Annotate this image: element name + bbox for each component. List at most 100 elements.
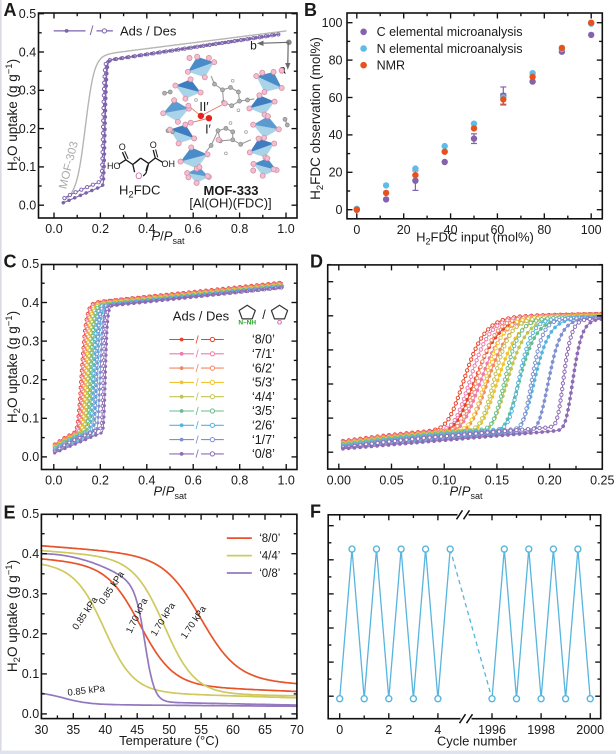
svg-text:20: 20 [397, 223, 411, 237]
svg-text:‘1/7’: ‘1/7’ [252, 433, 275, 447]
svg-text:1.0: 1.0 [278, 474, 295, 488]
svg-text:O: O [119, 142, 126, 152]
svg-text:0.0: 0.0 [45, 222, 62, 236]
svg-text:/: / [196, 406, 200, 418]
svg-text:MOF-333: MOF-333 [204, 183, 259, 198]
svg-text:C: C [4, 252, 17, 272]
svg-text:N–NH: N–NH [238, 319, 256, 326]
svg-text:1998: 1998 [527, 723, 555, 737]
svg-text:35: 35 [66, 723, 80, 737]
svg-text:/: / [262, 308, 266, 322]
svg-text:‘3/5’: ‘3/5’ [252, 404, 275, 418]
svg-text:E: E [4, 503, 16, 523]
svg-text:0: 0 [353, 223, 360, 237]
svg-text:0.1: 0.1 [22, 667, 39, 681]
svg-text:0.8: 0.8 [231, 222, 248, 236]
svg-text:Cycle number: Cycle number [437, 734, 518, 749]
svg-text:40: 40 [98, 723, 112, 737]
svg-text:0.0: 0.0 [19, 199, 36, 213]
svg-text:‘5/3’: ‘5/3’ [252, 376, 275, 390]
svg-text:60: 60 [490, 223, 504, 237]
svg-text:0.20: 0.20 [537, 473, 561, 487]
svg-text:0.3: 0.3 [22, 587, 39, 601]
svg-text:H2FDC input (mol%): H2FDC input (mol%) [416, 230, 534, 247]
svg-text:O: O [277, 319, 282, 326]
svg-text:55: 55 [194, 723, 208, 737]
svg-text:A: A [4, 0, 17, 20]
svg-text:0.6: 0.6 [185, 474, 202, 488]
svg-text:O: O [135, 171, 142, 181]
svg-text:0.2: 0.2 [19, 122, 36, 136]
svg-text:20: 20 [329, 166, 343, 180]
svg-text:Temperature (°C): Temperature (°C) [119, 733, 219, 748]
svg-text:I′: I′ [205, 123, 211, 137]
svg-text:0.0: 0.0 [22, 450, 39, 464]
svg-text:0.2: 0.2 [22, 627, 39, 641]
svg-text:D: D [310, 252, 323, 272]
svg-text:Ads / Des: Ads / Des [120, 23, 177, 38]
svg-text:65: 65 [258, 723, 272, 737]
svg-text:‘4/4’: ‘4/4’ [259, 551, 280, 563]
svg-text:0: 0 [336, 723, 343, 737]
svg-text:/: / [196, 334, 200, 346]
svg-text:0.4: 0.4 [22, 296, 39, 310]
svg-text:0.5: 0.5 [19, 7, 36, 21]
svg-text:0.25: 0.25 [590, 473, 614, 487]
svg-text:0.05: 0.05 [379, 473, 403, 487]
svg-text:b: b [250, 39, 257, 53]
svg-text:0.0: 0.0 [22, 707, 39, 721]
svg-text:0.10: 0.10 [432, 473, 456, 487]
svg-text:H2O uptake (g g−1): H2O uptake (g g−1) [4, 311, 23, 423]
svg-text:‘6/2’: ‘6/2’ [252, 361, 275, 375]
svg-text:/: / [196, 349, 200, 361]
svg-text:Ads / Des: Ads / Des [173, 309, 230, 324]
svg-text:100: 100 [581, 223, 602, 237]
svg-text:40: 40 [444, 223, 458, 237]
svg-text:OH: OH [162, 159, 176, 169]
svg-text:2: 2 [385, 723, 392, 737]
svg-text:0.4: 0.4 [138, 474, 155, 488]
svg-text:[Al(OH)(FDC)]: [Al(OH)(FDC)] [189, 196, 271, 211]
svg-text:/: / [196, 363, 200, 375]
svg-text:0.3: 0.3 [19, 84, 36, 98]
svg-text:‘4/4’: ‘4/4’ [252, 390, 275, 404]
svg-text:0.2: 0.2 [92, 222, 109, 236]
svg-text:45: 45 [130, 723, 144, 737]
svg-text:1.0: 1.0 [277, 222, 294, 236]
svg-text:0.2: 0.2 [22, 373, 39, 387]
svg-text:F: F [310, 502, 321, 522]
svg-text:0.5: 0.5 [22, 257, 39, 271]
svg-text:0.3: 0.3 [22, 334, 39, 348]
svg-text:0.1: 0.1 [22, 412, 39, 426]
svg-text:0.4: 0.4 [22, 547, 39, 561]
svg-text:‘8/0’: ‘8/0’ [252, 333, 275, 347]
svg-text:0.00: 0.00 [327, 473, 351, 487]
svg-text:60: 60 [329, 91, 343, 105]
svg-text:0.8: 0.8 [231, 474, 248, 488]
svg-text:100: 100 [322, 16, 343, 30]
svg-text:/: / [90, 23, 94, 38]
svg-text:0.4: 0.4 [138, 222, 155, 236]
svg-text:40: 40 [329, 128, 343, 142]
svg-text:H2O uptake (g g−1): H2O uptake (g g−1) [4, 560, 23, 672]
svg-text:0.5: 0.5 [22, 507, 39, 521]
svg-text:0.2: 0.2 [92, 474, 109, 488]
svg-text:H2FDC observation (mol%): H2FDC observation (mol%) [308, 37, 326, 200]
svg-text:60: 60 [226, 723, 240, 737]
svg-text:80: 80 [537, 223, 551, 237]
svg-text:/: / [196, 434, 200, 446]
svg-text:‘7/1’: ‘7/1’ [252, 347, 275, 361]
svg-text:0.15: 0.15 [485, 473, 509, 487]
svg-text:B: B [304, 0, 317, 20]
svg-text:/: / [196, 377, 200, 389]
svg-text:2000: 2000 [576, 723, 604, 737]
svg-text:/: / [196, 449, 200, 461]
svg-text:0.85 kPa: 0.85 kPa [67, 683, 106, 699]
svg-text:O: O [150, 140, 157, 150]
svg-text:0.0: 0.0 [45, 474, 62, 488]
svg-text:50: 50 [162, 723, 176, 737]
svg-text:‘0/8’: ‘0/8’ [252, 447, 275, 461]
svg-text:HO: HO [107, 161, 121, 171]
svg-text:0: 0 [336, 203, 343, 217]
svg-text:/: / [196, 392, 200, 404]
